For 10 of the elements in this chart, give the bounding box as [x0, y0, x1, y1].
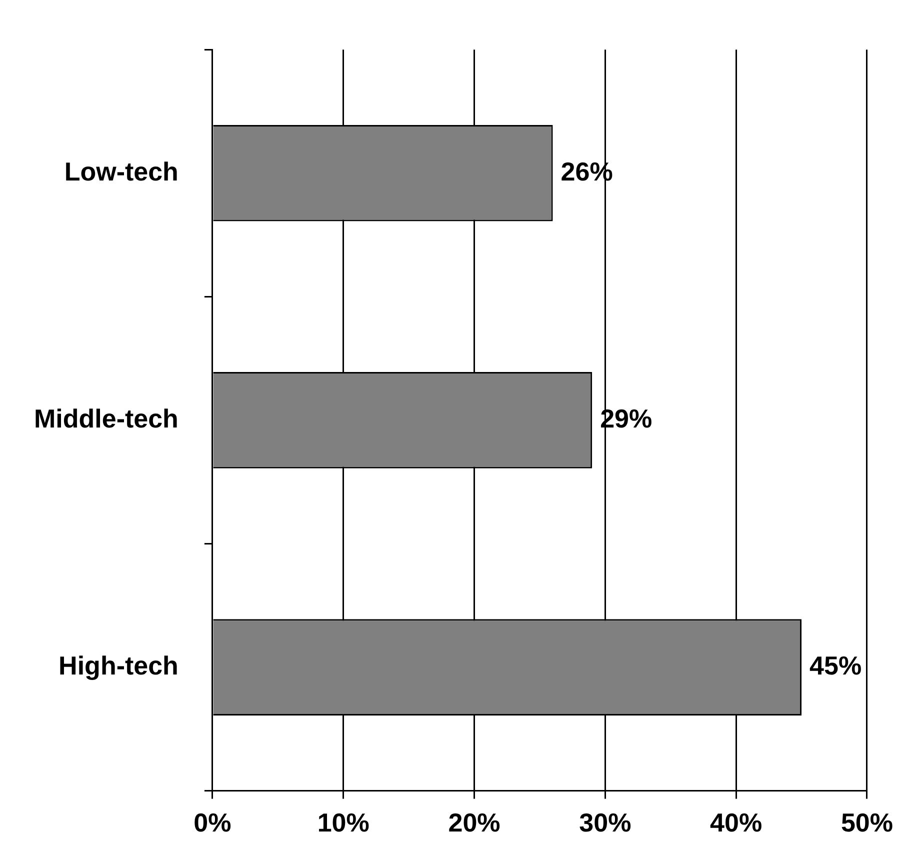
x-tick-label: 30%	[579, 808, 632, 838]
data-label: 45%	[810, 650, 862, 680]
x-tick-label: 0%	[194, 808, 232, 838]
x-tick-label: 10%	[317, 808, 370, 838]
y-tick-label: Low-tech	[64, 156, 178, 186]
x-tick-label: 40%	[710, 808, 762, 838]
x-tick-label: 20%	[448, 808, 500, 838]
y-tick-label: High-tech	[58, 650, 178, 680]
y-tick-label: Middle-tech	[34, 403, 178, 434]
x-tick-label: 50%	[840, 808, 894, 838]
